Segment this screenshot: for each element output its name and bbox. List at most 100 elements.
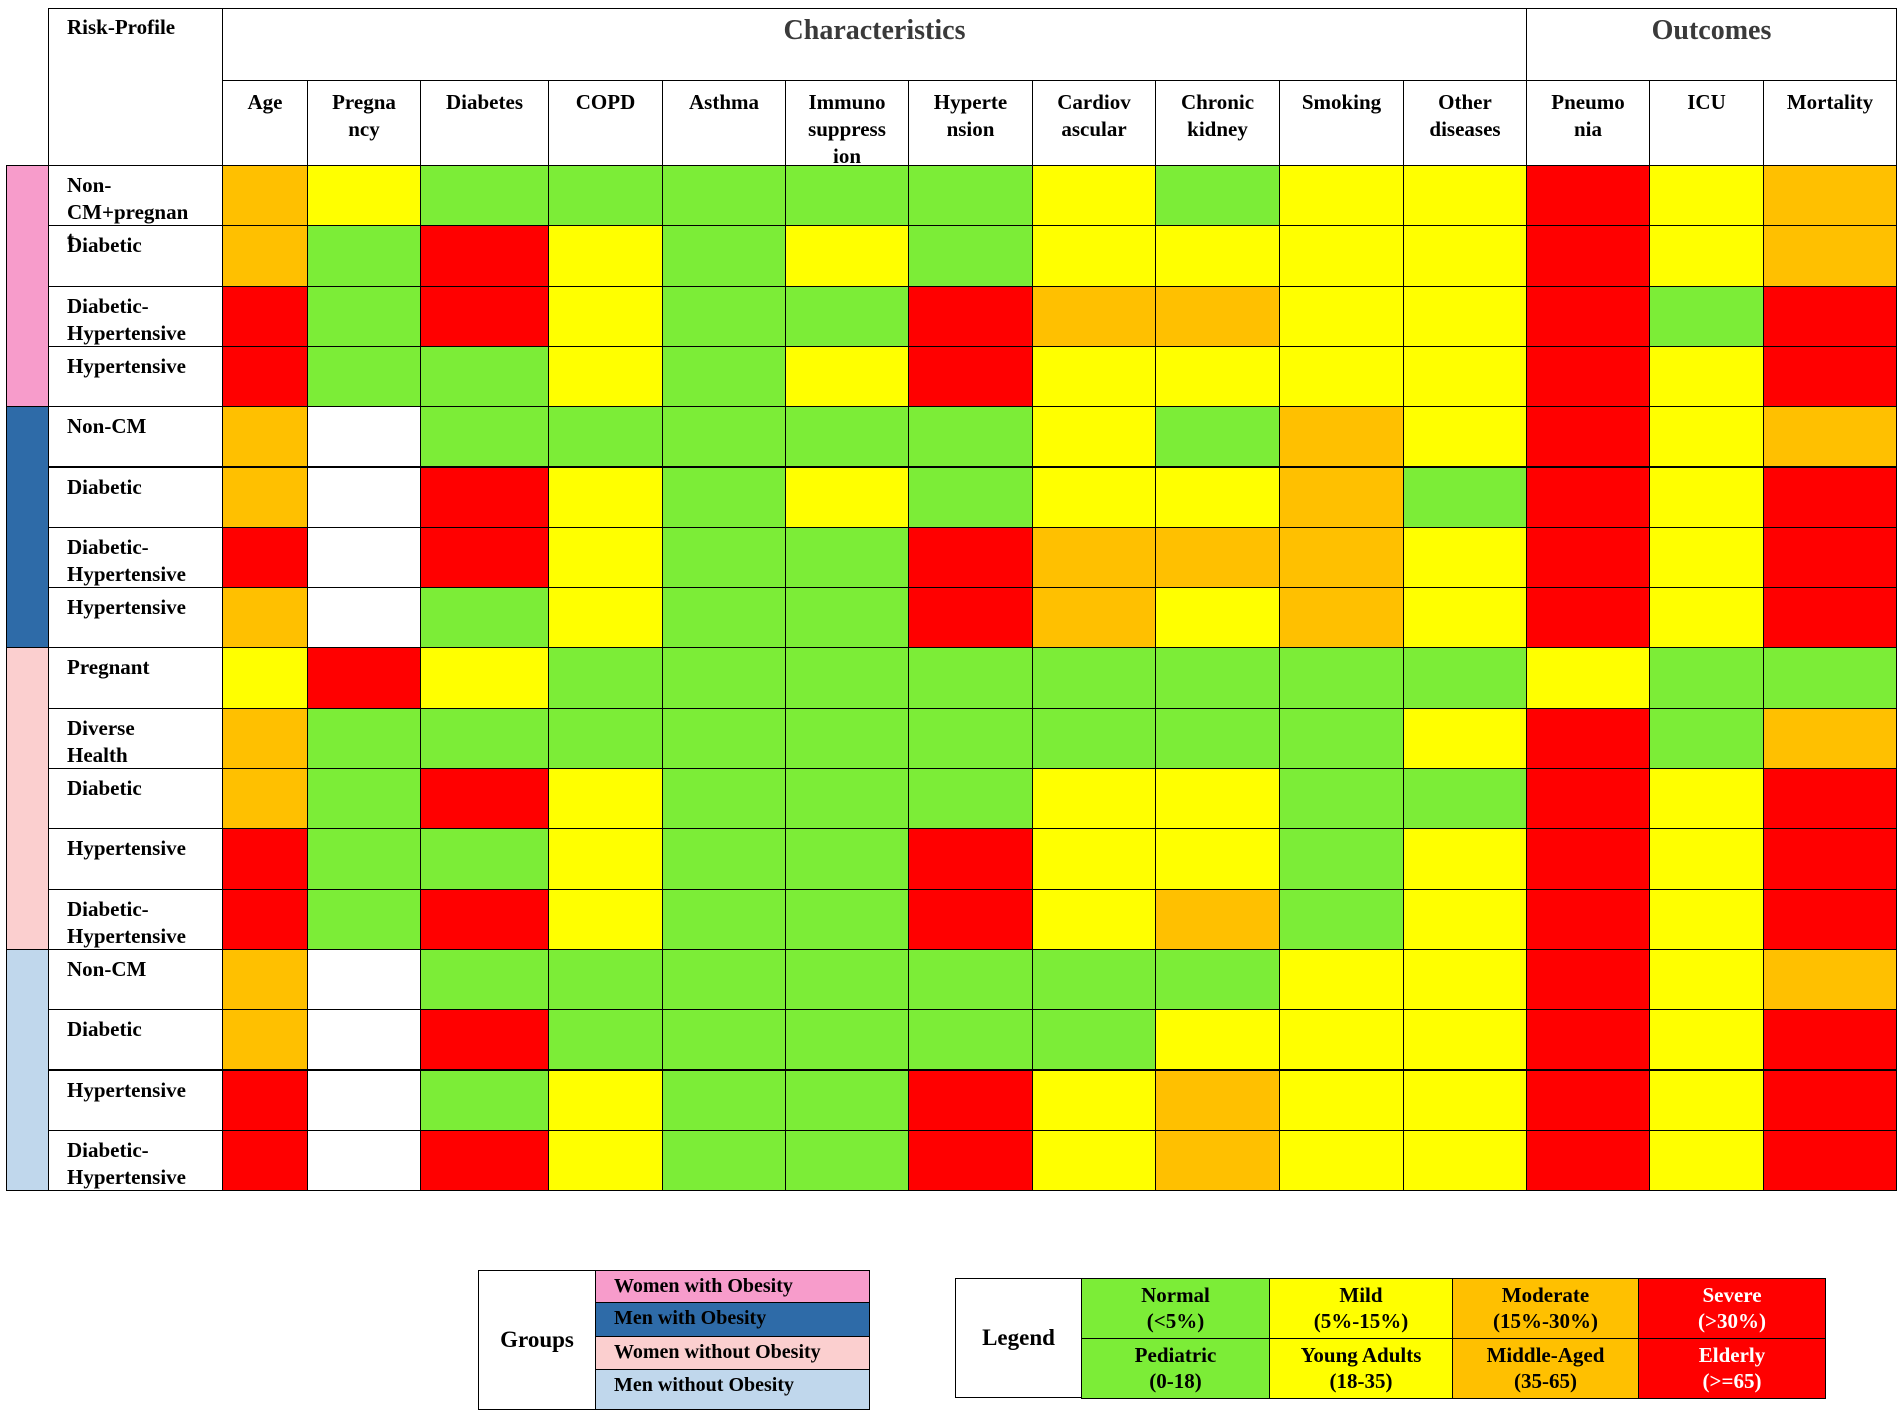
heat-cell-normal [662,1069,786,1131]
row-label: Diabetic [48,225,223,287]
heat-cell-moderate [1763,165,1897,227]
group-men-without-obesity: Men without Obesity [595,1369,870,1410]
heat-cell-moderate [1032,526,1156,589]
row-label: Non-CM [48,406,223,468]
heat-cell-normal [1279,828,1404,890]
heat-cell-severe [307,647,421,709]
severity-legend-title: Legend [982,1325,1055,1350]
heat-cell-mild [548,828,663,890]
heat-cell-normal [908,948,1033,1011]
heat-cell-severe [1526,406,1650,468]
column-header-smoking: Smoking [1279,80,1404,166]
heat-cell-normal [785,285,909,347]
heat-cell-moderate [222,707,308,769]
heat-cell-normal [420,165,549,227]
legend-moderate-age: Middle-Aged (35-65) [1452,1338,1639,1399]
heat-cell-mild [1649,948,1764,1011]
column-header-cardiovascular: Cardiov ascular [1032,80,1156,166]
corner-label: Risk-Profile [48,8,223,166]
heat-cell-severe [222,285,308,347]
legend-severe-age: Elderly (>=65) [1638,1338,1826,1399]
heat-cell-normal [785,165,909,227]
heat-cell-severe [1526,285,1650,347]
heat-cell-normal [662,406,786,468]
heat-cell-severe [1763,587,1897,649]
heat-cell-mild [1649,1009,1764,1071]
heat-cell-normal [420,345,549,408]
group-women-with-obesity: Women with Obesity [595,1270,870,1303]
heat-cell-mild [1032,345,1156,408]
heat-cell-mild [1155,225,1280,287]
heat-cell-moderate [222,768,308,830]
heat-cell-mild [1155,466,1280,528]
heat-cell-normal [785,828,909,890]
heat-cell-normal [1279,707,1404,769]
heat-cell-moderate [1155,888,1280,950]
heat-cell-mild [1649,587,1764,649]
heat-cell-mild [1403,1009,1527,1071]
heat-cell-severe [222,526,308,589]
heat-cell-mild [1279,345,1404,408]
heat-cell-normal [908,225,1033,287]
heat-cell-normal [1032,1009,1156,1071]
heat-cell-normal [662,165,786,227]
heat-cell-severe [420,526,549,589]
heat-cell-normal [785,587,909,649]
heat-cell-severe [222,345,308,408]
heat-cell-normal [908,1009,1033,1071]
heat-cell-mild [785,466,909,528]
heat-cell-none [307,587,421,649]
heat-cell-normal [548,406,663,468]
heat-cell-severe [420,225,549,287]
heat-cell-severe [1763,888,1897,950]
row-label: Pregnant [48,647,223,709]
heat-cell-severe [1763,285,1897,347]
heat-cell-mild [548,587,663,649]
heat-cell-severe [222,828,308,890]
heat-cell-moderate [1155,1129,1280,1192]
heat-cell-mild [1032,406,1156,468]
heat-cell-normal [548,165,663,227]
heat-cell-normal [548,707,663,769]
heat-cell-normal [662,1129,786,1192]
heat-cell-normal [307,768,421,830]
heat-cell-normal [785,526,909,589]
heat-cell-none [307,1009,421,1071]
row-label: Diabetic- Hypertensive [48,888,223,950]
row-label: Hypertensive [48,345,223,408]
heat-cell-severe [222,1069,308,1131]
heat-cell-mild [1649,768,1764,830]
row-label: Diabetic [48,1009,223,1071]
heat-cell-normal [420,828,549,890]
heat-cell-severe [908,1129,1033,1192]
heat-cell-mild [1032,888,1156,950]
heat-cell-moderate [1155,285,1280,347]
heat-cell-mild [1155,1009,1280,1071]
heat-cell-mild [1032,225,1156,287]
heat-cell-severe [1526,828,1650,890]
row-label: Hypertensive [48,587,223,649]
heat-cell-mild [1403,225,1527,287]
column-group-characteristics: Characteristics [222,8,1527,81]
column-header-mortality: Mortality [1763,80,1897,166]
heat-cell-none [307,466,421,528]
heat-cell-mild [222,647,308,709]
heat-cell-mild [548,345,663,408]
heat-cell-normal [785,1129,909,1192]
row-label: Non- CM+pregnan t [48,165,223,251]
heat-cell-normal [908,768,1033,830]
column-header-chronickidney: Chronic kidney [1155,80,1280,166]
heat-cell-severe [1526,768,1650,830]
heat-cell-mild [1403,1129,1527,1192]
heat-cell-moderate [222,225,308,287]
heat-cell-mild [1279,1009,1404,1071]
heat-cell-normal [785,707,909,769]
heat-cell-normal [662,1009,786,1071]
row-label: Non-CM [48,948,223,1011]
column-header-otherdiseases: Other diseases [1403,80,1527,166]
heat-cell-mild [1403,526,1527,589]
heat-cell-severe [908,526,1033,589]
heat-cell-severe [1763,828,1897,890]
heat-cell-normal [662,285,786,347]
heat-cell-normal [1155,165,1280,227]
